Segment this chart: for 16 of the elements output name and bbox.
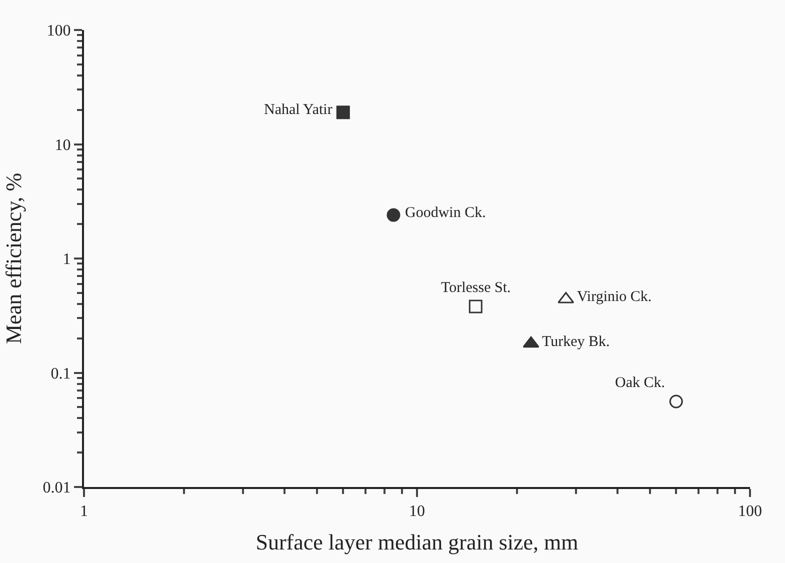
series-label: Virginio Ck.: [577, 289, 652, 305]
series-label: Torlesse St.: [441, 280, 511, 296]
series-label: Turkey Bk.: [542, 334, 610, 350]
y-tick-label: 10: [54, 136, 71, 154]
series-label: Goodwin Ck.: [405, 205, 486, 221]
y-tick-label: 1: [62, 251, 71, 268]
y-tick-label: 0.01: [42, 480, 71, 497]
y-tick-label: 100: [46, 22, 71, 40]
x-tick-label: 1: [80, 503, 88, 520]
x-axis-title: Surface layer median grain size, mm: [256, 530, 578, 555]
x-tick-label: 100: [738, 503, 762, 520]
series-label: Oak Ck.: [615, 375, 665, 391]
y-tick-label: 0.1: [50, 365, 71, 382]
series-label: Nahal Yatir: [264, 102, 332, 118]
x-tick-label: 10: [409, 503, 425, 520]
y-axis-title: Mean efficiency, %: [1, 172, 26, 344]
